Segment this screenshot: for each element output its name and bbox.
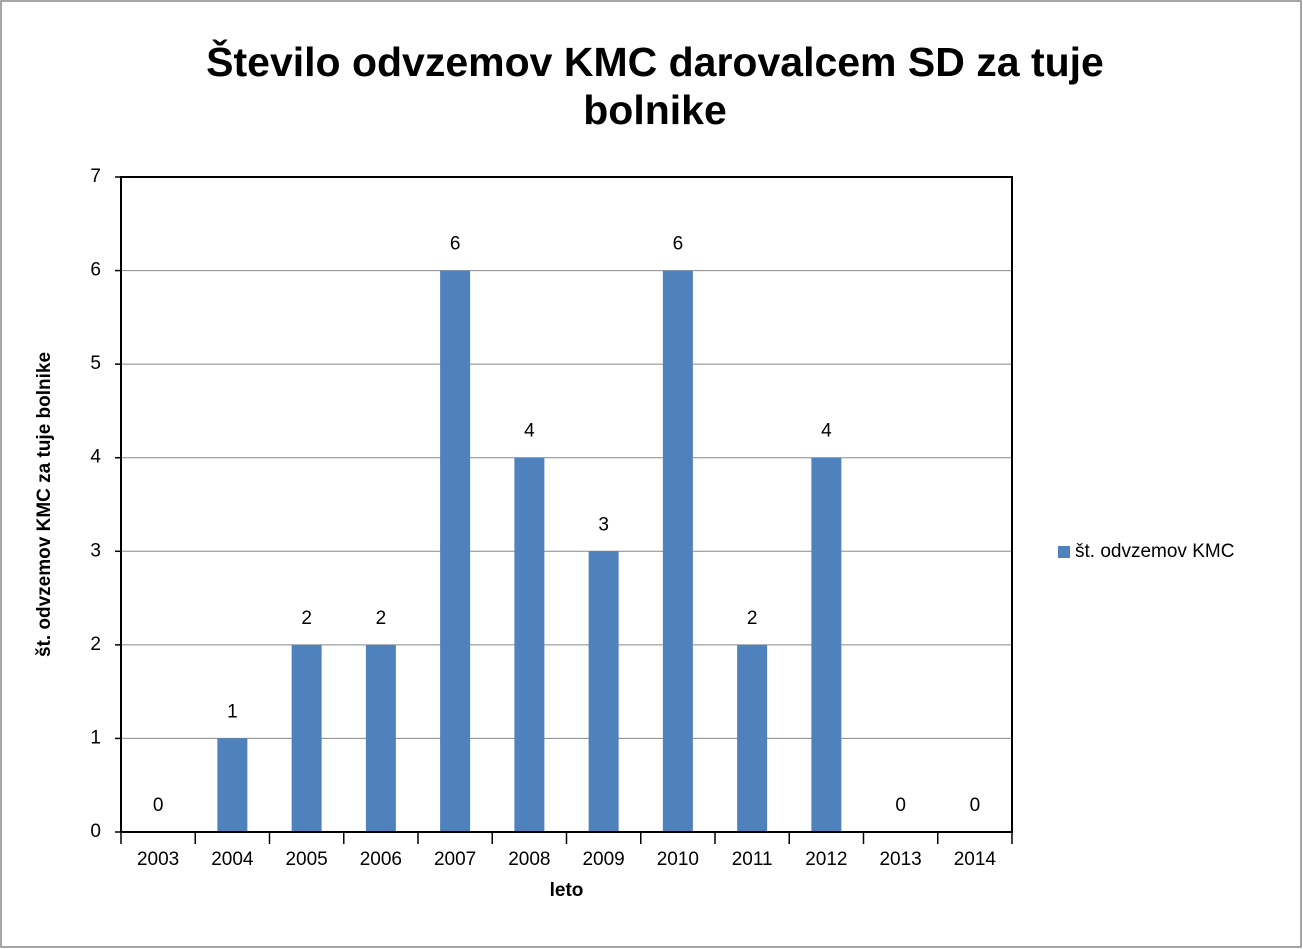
x-tick-label: 2005 <box>285 849 327 870</box>
bar <box>365 644 396 832</box>
bar <box>514 457 545 832</box>
x-tick-label: 2014 <box>954 849 997 870</box>
x-tick-label: 2007 <box>434 849 476 870</box>
bar <box>662 270 693 833</box>
x-tick-label: 2008 <box>508 849 550 870</box>
bar <box>440 270 471 833</box>
data-label: 2 <box>376 608 387 629</box>
y-tick-label: 1 <box>90 727 101 748</box>
y-tick-label: 6 <box>90 260 101 281</box>
data-label: 0 <box>895 795 906 816</box>
bar <box>217 738 248 832</box>
y-tick-label: 5 <box>90 353 101 374</box>
x-tick-label: 2003 <box>137 849 179 870</box>
bar <box>737 644 768 832</box>
data-label: 6 <box>673 234 684 255</box>
marks <box>217 270 842 833</box>
data-label: 1 <box>227 701 238 722</box>
bar <box>291 644 322 832</box>
y-tick-label: 4 <box>90 447 101 468</box>
legend-label: št. odvzemov KMC <box>1075 541 1234 562</box>
y-tick-label: 2 <box>90 634 101 655</box>
y-axis-title: št. odvzemov KMC za tuje bolnike <box>34 352 55 657</box>
data-label: 2 <box>301 608 312 629</box>
legend-swatch <box>1058 546 1070 558</box>
x-tick-label: 2010 <box>657 849 699 870</box>
x-tick-label: 2009 <box>582 849 624 870</box>
bar <box>588 551 619 832</box>
grid <box>121 176 1012 833</box>
y-tick-label: 0 <box>90 821 101 842</box>
chart-title: Število odvzemov KMC darovalcem SD za tu… <box>206 39 1104 133</box>
y-tick-label: 3 <box>90 540 101 561</box>
data-label: 6 <box>450 234 461 255</box>
x-tick-label: 2012 <box>805 849 847 870</box>
bar <box>811 457 842 832</box>
data-label: 2 <box>747 608 758 629</box>
x-tick-label: 2011 <box>732 849 773 870</box>
data-label: 4 <box>821 421 832 442</box>
x-tick-label: 2013 <box>879 849 921 870</box>
data-label: 0 <box>970 795 981 816</box>
y-tick-label: 7 <box>90 166 101 187</box>
data-label: 0 <box>153 795 164 816</box>
x-tick-label: 2006 <box>360 849 402 870</box>
data-label: 3 <box>598 514 609 535</box>
x-tick-label: 2004 <box>211 849 254 870</box>
data-label: 4 <box>524 421 535 442</box>
x-axis-title: leto <box>550 880 584 901</box>
